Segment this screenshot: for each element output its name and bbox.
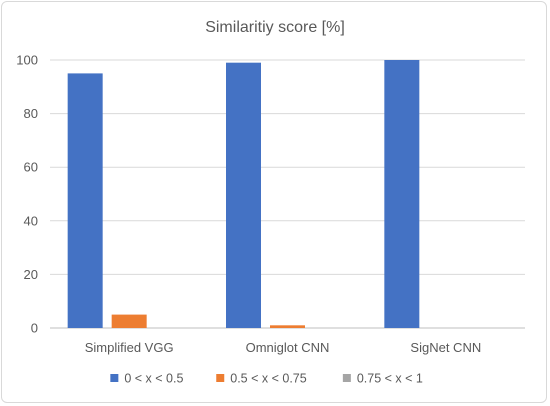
x-category-label: Omniglot CNN: [246, 340, 330, 355]
legend-label: 0.75 < x < 1: [357, 372, 423, 386]
gridlines: [50, 59, 525, 329]
x-category-label: SigNet CNN: [410, 340, 481, 355]
bar: [226, 62, 261, 329]
legend-swatch: [216, 374, 225, 382]
y-axis-ticks: 0 20 40 60 80 100: [16, 53, 38, 336]
y-tick-label: 40: [24, 213, 38, 228]
bar: [67, 73, 103, 329]
legend-label: 0.5 < x < 0.75: [230, 372, 306, 386]
legend-swatch: [342, 374, 351, 382]
y-tick-label: 20: [24, 267, 38, 282]
bars: [67, 60, 420, 329]
y-tick-label: 80: [24, 106, 38, 121]
y-tick-label: 60: [24, 160, 38, 175]
y-tick-label: 0: [31, 321, 38, 336]
y-tick-label: 100: [16, 53, 38, 68]
bar: [384, 60, 420, 328]
bar: [111, 314, 147, 328]
bar: [270, 325, 305, 328]
chart-title: Similaritiy score [%]: [205, 19, 345, 36]
legend: 0 < x < 0.5 0.5 < x < 0.75 0.75 < x < 1: [110, 372, 423, 386]
x-category-label: Simplified VGG: [85, 340, 174, 355]
legend-swatch: [110, 374, 119, 382]
legend-label: 0 < x < 0.5: [124, 372, 183, 386]
x-axis-categories: Simplified VGG Omniglot CNN SigNet CNN: [85, 340, 482, 355]
